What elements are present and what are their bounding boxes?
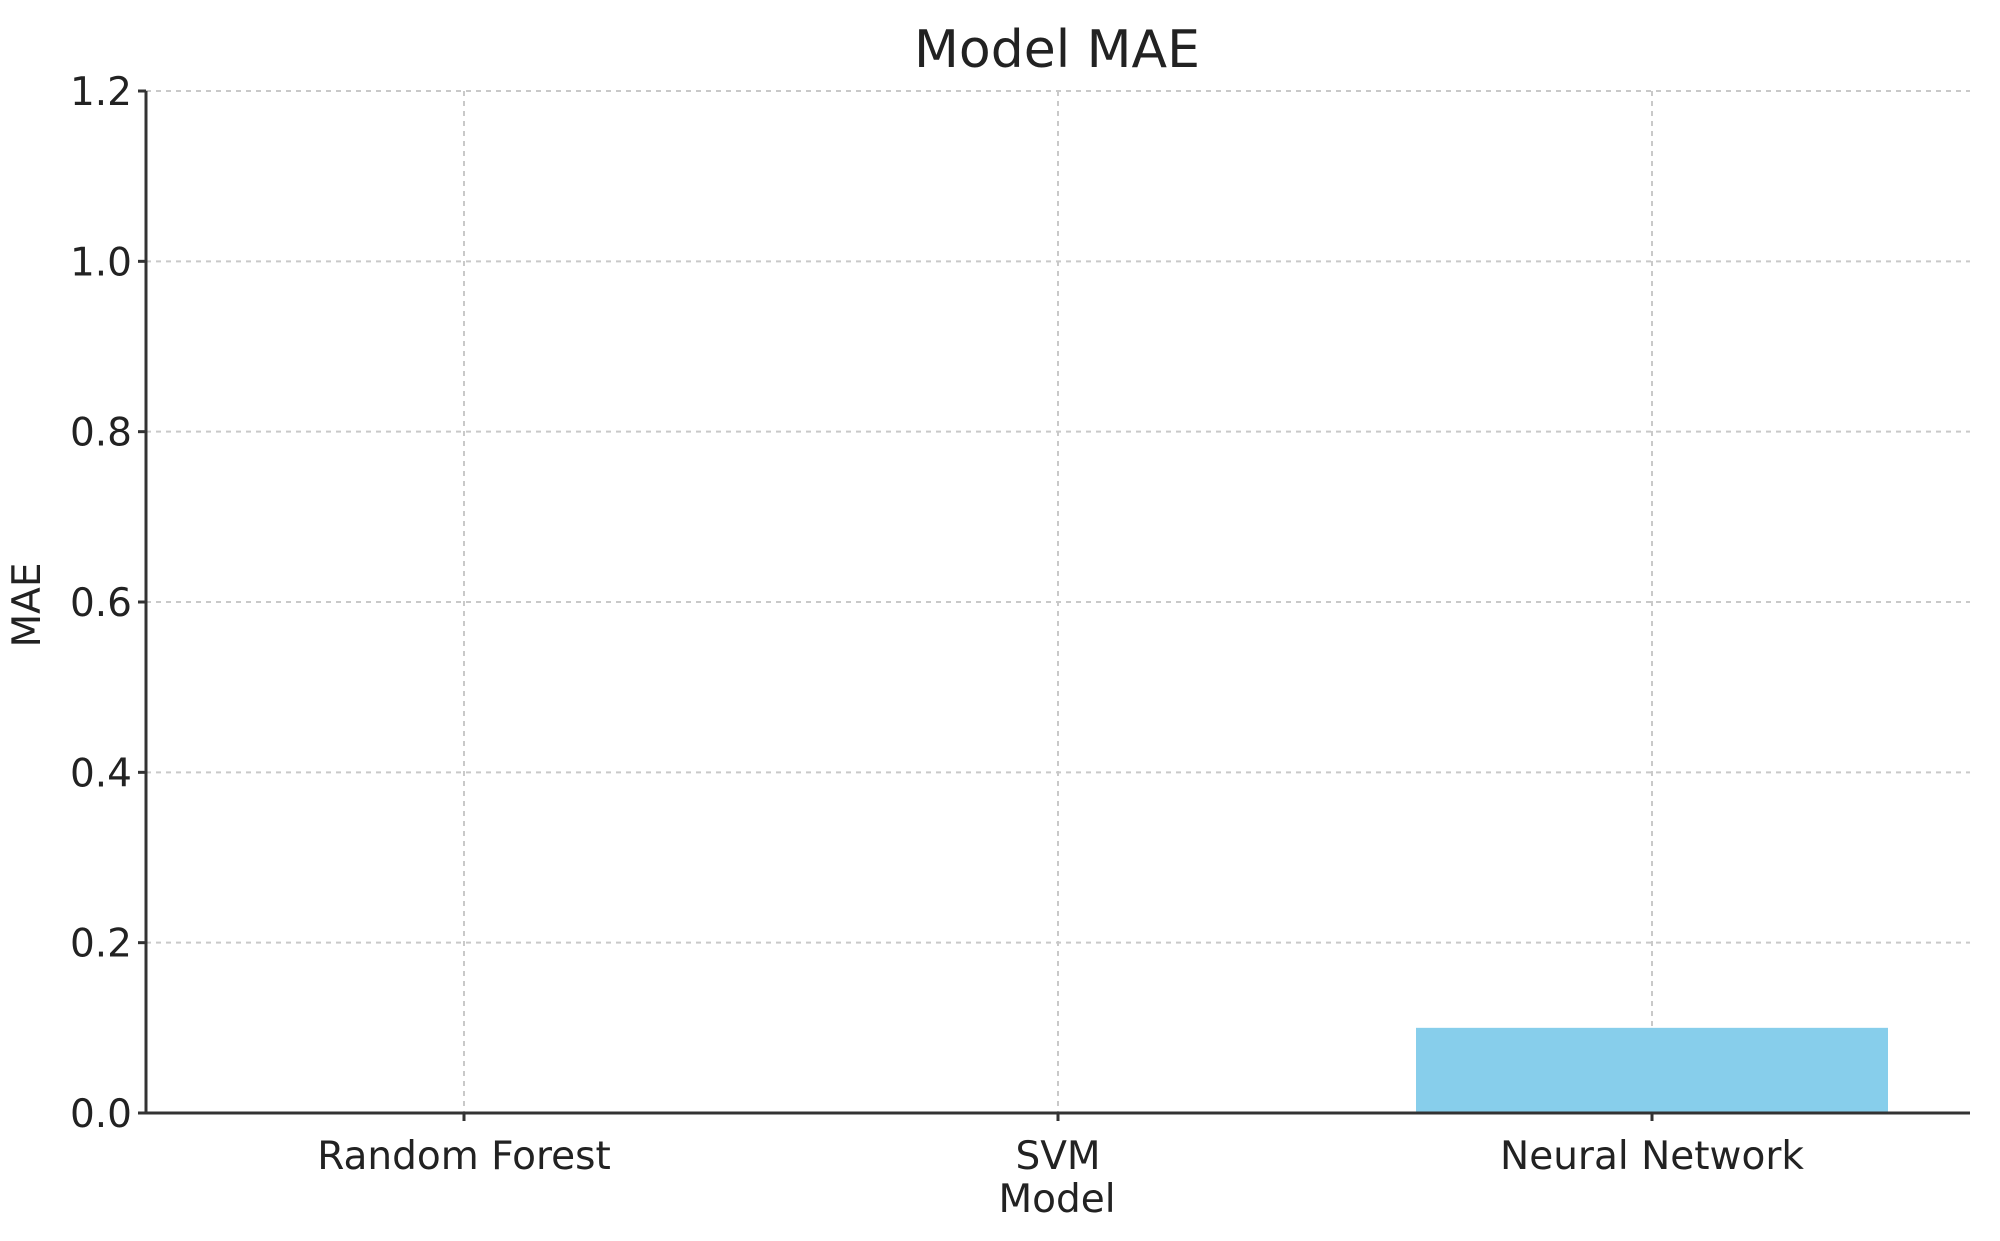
bar	[1416, 1027, 1888, 1113]
y-tick-label: 0.0	[70, 1092, 132, 1137]
y-tick-label: 1.0	[70, 240, 132, 285]
gridlines	[146, 90, 1970, 1113]
x-tick-label: SVM	[1015, 1134, 1100, 1179]
bars	[1416, 1027, 1888, 1113]
x-tick-label: Random Forest	[317, 1134, 611, 1179]
x-axis-label: Model	[998, 1177, 1115, 1222]
y-tick-label: 1.2	[70, 70, 132, 115]
chart-title: Model MAE	[914, 20, 1200, 80]
axes	[138, 89, 1970, 1121]
tick-labels: 0.0 0.2 0.4 0.6 0.8 1.0 1.2 Random Forest SVM Neu…	[70, 70, 1804, 1179]
x-tick-label: Neural Network	[1500, 1134, 1804, 1179]
y-tick-label: 0.4	[70, 751, 132, 796]
y-tick-label: 0.8	[70, 411, 132, 456]
y-tick-label: 0.6	[70, 581, 132, 626]
y-tick-label: 0.2	[70, 922, 132, 967]
y-axis-label: MAE	[5, 563, 50, 648]
